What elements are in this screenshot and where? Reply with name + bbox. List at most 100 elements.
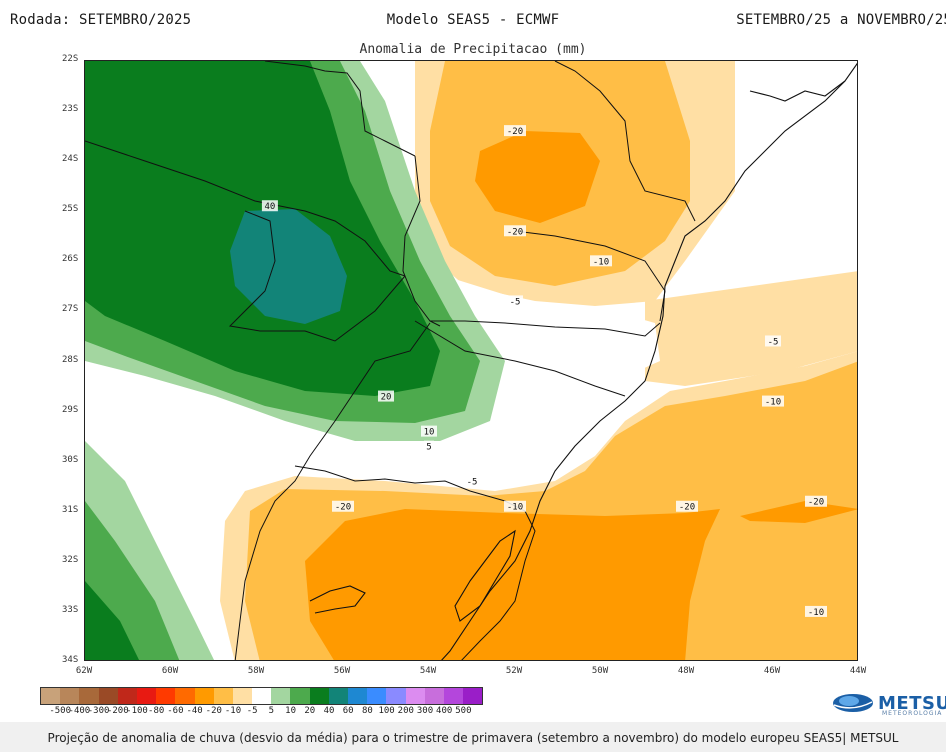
contour-label: -5	[464, 475, 480, 488]
lat-tick-label: 22S	[62, 54, 79, 64]
contour-labels: 40 20 10 5 -20 -20 -10 -5 -5 -10 -5 -10 -20 -20 -20 -10	[261, 125, 827, 618]
dry-region-minus20-north	[475, 131, 600, 223]
lat-tick-label: 29S	[62, 404, 79, 415]
legend-swatch	[175, 688, 195, 704]
legend-tick-label: -300	[87, 706, 110, 716]
legend-swatch	[443, 688, 464, 704]
model-name-label: Modelo SEAS5 - ECMWF	[386, 12, 560, 28]
legend-tick-label: -500	[49, 706, 72, 716]
legend-tick-label: 80	[361, 706, 373, 716]
border-argentina-brazil	[430, 320, 661, 337]
legend-tick-label: 40	[323, 706, 335, 716]
svg-text:-20: -20	[335, 503, 351, 513]
lon-tick-label: 52W	[505, 666, 523, 676]
wet-region-60-core	[230, 209, 347, 324]
metsul-logo: METSUL	[832, 690, 946, 716]
legend-swatch	[328, 688, 348, 704]
legend-swatch	[79, 688, 99, 704]
legend-tick-label: -60	[167, 706, 184, 716]
legend-swatch	[463, 688, 483, 704]
dry-region-minus5-east	[645, 271, 857, 386]
lon-tick-label: 48W	[677, 666, 695, 676]
map-title: Anomalia de Precipitacao (mm)	[359, 42, 587, 57]
precipitation-anomaly-map: 40 20 10 5 -20 -20 -10 -5 -5 -10 -5 -10 -20 -20 -20 -10	[84, 60, 858, 661]
svg-text:-5: -5	[467, 478, 478, 488]
globe-icon	[833, 694, 873, 712]
coastline	[309, 62, 857, 660]
legend-swatch	[424, 688, 444, 704]
rio-coast	[749, 80, 846, 102]
legend-tick-label: 60	[342, 706, 354, 716]
svg-text:20: 20	[381, 393, 392, 403]
legend-tick-label: 100	[378, 706, 395, 716]
legend-swatch	[156, 688, 176, 704]
contour-label: -10	[762, 395, 784, 408]
legend-swatch	[290, 688, 310, 704]
legend-swatch	[41, 688, 61, 704]
lagoa-dos-patos	[454, 529, 516, 622]
dry-region-minus20-east	[740, 501, 857, 523]
legend-swatch	[117, 688, 137, 704]
lat-tick-label: 30S	[62, 454, 79, 465]
legend-tick-label: -200	[106, 706, 129, 716]
svg-text:-5: -5	[510, 297, 521, 307]
legend-swatch	[271, 688, 291, 704]
lat-tick-label: 27S	[62, 304, 79, 315]
border-paraguay-brazil-north	[264, 61, 416, 157]
contour-label: -20	[676, 500, 698, 513]
svg-text:-20: -20	[507, 127, 523, 137]
border-bolivia-paraguay	[85, 140, 406, 277]
contour-label: -20	[805, 495, 827, 508]
lon-tick-label: 46W	[763, 666, 781, 676]
contour-label: -20	[332, 500, 354, 513]
legend-tick-label: -10	[224, 706, 242, 716]
lat-tick-label: 25S	[62, 204, 79, 215]
legend-swatch	[252, 688, 272, 704]
lon-tick-label: 50W	[591, 666, 609, 676]
legend-colorbar	[40, 687, 484, 705]
legend-tick-label: -80	[148, 706, 165, 716]
contour-label: -5	[507, 295, 523, 307]
contour-label: -5	[765, 335, 781, 347]
lat-tick-label: 34S	[62, 655, 79, 665]
wet-region-20-southwest	[85, 581, 140, 660]
contour-label: -20	[504, 225, 526, 237]
border-state-sc-rs	[414, 320, 626, 397]
rio-de-la-plata-inlet	[309, 585, 366, 614]
map-canvas: 40 20 10 5 -20 -20 -10 -5 -5 -10 -5 -10 -20 -20 -20 -10	[85, 61, 857, 660]
lat-tick-label: 26S	[62, 254, 79, 265]
svg-text:-10: -10	[593, 257, 609, 267]
legend-tick-label: 10	[285, 706, 297, 716]
atlantic-coastline	[441, 62, 857, 660]
legend-tick-label: 300	[416, 706, 434, 716]
legend-swatch	[367, 688, 387, 704]
svg-text:-10: -10	[765, 398, 781, 408]
lat-tick-label: 23S	[62, 104, 79, 115]
svg-text:10: 10	[424, 428, 435, 438]
lat-tick-label: 33S	[62, 604, 79, 615]
image-caption: Projeção de anomalia de chuva (desvio da…	[0, 722, 946, 752]
period-label: SETEMBRO/25 a NOVEMBRO/25	[736, 12, 946, 28]
legend-swatch	[136, 688, 157, 704]
legend-tick-label: -400	[68, 706, 91, 716]
contour-label: 40	[261, 200, 278, 212]
legend-swatch	[98, 688, 118, 704]
svg-text:-20: -20	[507, 227, 523, 237]
legend-tick-label: 20	[304, 706, 316, 716]
legend-tick-label: 400	[436, 706, 453, 716]
lon-tick-label: 44W	[849, 666, 867, 676]
svg-text:40: 40	[264, 202, 275, 212]
lon-tick-label: 54W	[419, 666, 437, 676]
lat-tick-label: 31S	[62, 504, 79, 515]
lat-tick-label: 28S	[62, 354, 79, 365]
legend-swatch	[213, 688, 233, 704]
lat-tick-label: 32S	[62, 554, 79, 565]
legend-swatch	[386, 688, 406, 704]
legend-tick-label: 5	[268, 706, 275, 716]
legend-swatch	[309, 688, 329, 704]
logo-name: METSUL	[878, 692, 946, 714]
run-date-label: Rodada: SETEMBRO/2025	[10, 12, 192, 28]
contour-label: -10	[590, 255, 612, 267]
legend-swatch	[405, 688, 425, 704]
lon-tick-label: 62W	[75, 666, 93, 676]
